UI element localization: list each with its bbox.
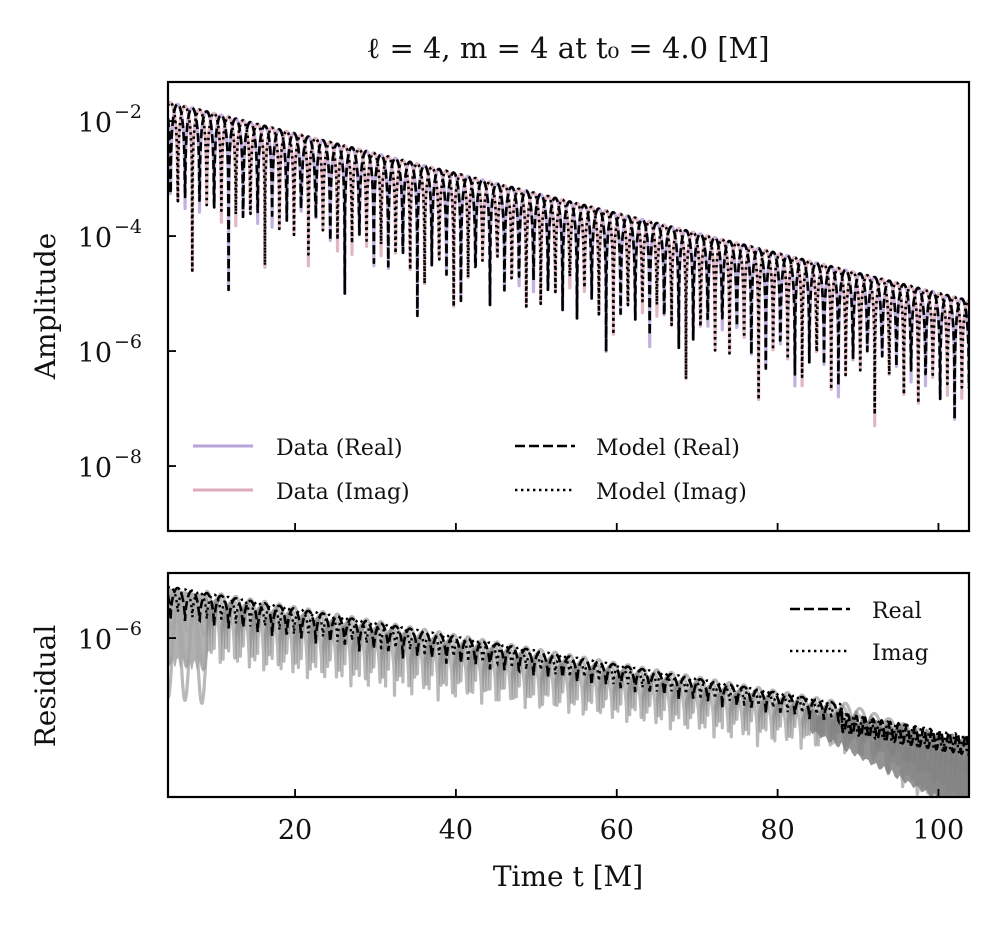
y-tick-exponent: −8 xyxy=(114,446,142,468)
legend-label-imag: Imag xyxy=(872,641,929,666)
residual-y-axis-label: Residual xyxy=(29,625,62,748)
legend-label-data-real: Data (Real) xyxy=(276,436,403,461)
y-tick-label: 10 xyxy=(78,108,112,139)
y-tick-label: 10 xyxy=(78,338,112,369)
residual-band-fill-early xyxy=(168,588,207,673)
series-model-real xyxy=(168,102,969,421)
legend-label-data-imag: Data (Imag) xyxy=(276,480,410,505)
amplitude-axes-frame xyxy=(166,80,971,533)
series-residual-real xyxy=(168,586,969,756)
legend-label-model-real: Model (Real) xyxy=(596,436,740,461)
amplitude-y-axis-label: Amplitude xyxy=(29,233,62,380)
y-tick-label: 10 xyxy=(78,453,112,484)
series-model-imag xyxy=(168,101,969,416)
x-tick-label: 60 xyxy=(600,815,634,846)
legend-label-real: Real xyxy=(872,599,922,624)
y-tick-exponent: −6 xyxy=(114,618,142,640)
x-tick-label: 80 xyxy=(760,815,794,846)
legend-entry-imag: Imag xyxy=(790,641,929,666)
amplitude-panel: 10−210−410−610−8 Amplitude Data (Real) D… xyxy=(29,80,971,533)
residual-panel: 10 −6 20 40 60 80 100 Residual Time t [M] Rea… xyxy=(29,571,971,893)
residual-plot-area xyxy=(168,585,969,797)
y-tick-label: 10 xyxy=(78,223,112,254)
series-residual-imag xyxy=(168,585,969,757)
x-tick-label: 40 xyxy=(439,815,473,846)
chart-title: ℓ = 4, m = 4 at t₀ = 4.0 [M] xyxy=(366,31,769,65)
legend-entry-model-real: Model (Real) xyxy=(515,436,740,461)
legend-entry-model-imag: Model (Imag) xyxy=(515,480,747,505)
residual-axes-frame xyxy=(166,571,971,799)
amplitude-x-ticks xyxy=(294,523,940,531)
amplitude-y-ticks: 10−210−410−610−8 xyxy=(78,101,176,484)
residual-y-ticks: 10 −6 xyxy=(78,618,176,656)
x-tick-label: 100 xyxy=(913,815,965,846)
y-tick-label: 10 xyxy=(78,625,112,656)
residual-x-ticks: 20 40 60 80 100 xyxy=(278,789,964,846)
x-axis-label: Time t [M] xyxy=(493,860,643,893)
amplitude-legend: Data (Real) Data (Imag) Model (Real) Mod… xyxy=(193,436,747,505)
residual-band-fill xyxy=(809,708,969,797)
x-tick-label: 20 xyxy=(278,815,312,846)
amplitude-plot-area xyxy=(168,100,969,428)
legend-entry-data-imag: Data (Imag) xyxy=(193,480,410,505)
residual-band-line xyxy=(168,602,969,797)
legend-entry-data-real: Data (Real) xyxy=(193,436,403,461)
y-tick-exponent: −2 xyxy=(114,101,142,123)
y-tick-exponent: −4 xyxy=(114,216,142,238)
legend-label-model-imag: Model (Imag) xyxy=(596,480,747,505)
y-tick-exponent: −6 xyxy=(114,331,142,353)
residual-legend: Real Imag xyxy=(790,599,929,666)
legend-entry-real: Real xyxy=(790,599,922,624)
